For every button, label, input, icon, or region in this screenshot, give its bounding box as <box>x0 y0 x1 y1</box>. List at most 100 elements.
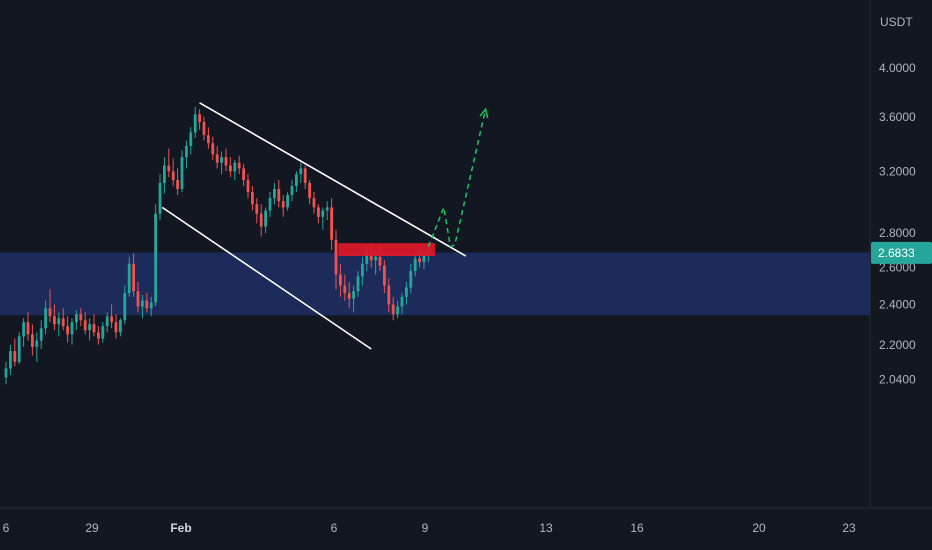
candle-body <box>387 285 391 305</box>
candle-body <box>339 274 342 286</box>
candle-body <box>31 334 34 347</box>
candle-body <box>215 154 219 163</box>
candle-body <box>237 162 241 169</box>
candle-body <box>114 322 118 333</box>
candle-body <box>13 351 17 362</box>
projection-arrowhead <box>479 107 489 119</box>
candle-body <box>418 258 421 263</box>
candle-body <box>119 320 122 333</box>
candle-body <box>101 326 105 339</box>
drawings-layer <box>161 102 489 350</box>
candle-body <box>39 328 43 341</box>
candle-body <box>347 293 351 299</box>
candle-body <box>145 300 149 309</box>
time-tick-label: Feb <box>170 521 191 535</box>
candle-body <box>299 168 303 175</box>
candle-body <box>317 207 320 217</box>
candle-body <box>277 189 281 202</box>
candle-body <box>66 326 69 335</box>
candle-body <box>154 213 157 303</box>
candle-body <box>202 121 206 136</box>
candle-body <box>356 276 360 292</box>
candle-body <box>53 316 56 325</box>
resistance-box <box>338 243 435 257</box>
price-tick-label: 2.0400 <box>879 373 916 387</box>
candle-body <box>242 168 245 181</box>
candle-body <box>383 265 386 286</box>
price-axis[interactable]: USDT 4.0000 3.6000 3.2000 2.8000 2.6000 2.400… <box>879 15 916 387</box>
candle-body <box>83 320 87 331</box>
price-tick-label: 2.6000 <box>879 260 916 274</box>
candle-body <box>352 291 355 299</box>
candle-body <box>334 239 338 275</box>
price-tick-label: 4.0000 <box>879 61 916 75</box>
candle-body <box>57 318 61 325</box>
candle-body <box>220 157 223 163</box>
time-tick-label: 29 <box>85 521 99 535</box>
candle-body <box>343 285 347 294</box>
current-price-badge-bg <box>871 241 932 264</box>
candle-body <box>229 165 232 172</box>
candle-body <box>136 291 140 307</box>
candle-body <box>391 304 395 315</box>
candle-body <box>290 186 294 196</box>
time-tick-label: 16 <box>630 521 644 535</box>
candle-body <box>396 306 399 315</box>
candle-body <box>70 322 74 335</box>
candle-body <box>308 183 311 199</box>
candle-body <box>361 263 364 277</box>
candle-body <box>163 165 166 184</box>
candle-body <box>9 351 12 369</box>
candle-body <box>233 162 237 172</box>
candle-body <box>273 189 276 199</box>
channel-upper-line <box>199 102 467 257</box>
price-tick-label: 2.2000 <box>879 338 916 352</box>
candle-body <box>97 332 100 339</box>
current-price-badge: 2.6833 <box>871 241 932 264</box>
price-tick-label: 3.6000 <box>879 110 916 124</box>
candle-body <box>281 201 285 208</box>
candle-body <box>325 207 329 211</box>
candle-body <box>48 308 52 317</box>
candle-body <box>79 314 83 321</box>
candle-body <box>330 207 333 240</box>
time-tick-label: 6 <box>331 521 338 535</box>
candle-body <box>321 210 325 217</box>
candle-body <box>303 168 307 184</box>
candle-body <box>110 316 113 323</box>
candle-body <box>193 114 197 133</box>
candle-body <box>171 171 175 181</box>
support-zone-layer <box>0 252 870 316</box>
candle-body <box>264 210 267 227</box>
candle-body <box>141 300 144 307</box>
candle-body <box>127 263 131 294</box>
candle-body <box>44 308 47 329</box>
candle-body <box>405 287 408 297</box>
candle-body <box>259 213 263 227</box>
candle-body <box>268 198 272 211</box>
candle-body <box>295 174 298 187</box>
candle-body <box>422 255 426 263</box>
price-tick-label: 2.8000 <box>879 226 916 240</box>
candle-body <box>198 114 201 122</box>
candle-body <box>26 322 30 335</box>
candle-body <box>400 296 404 307</box>
price-tick-label: 3.2000 <box>879 164 916 178</box>
candle-body <box>255 204 259 214</box>
time-tick-label: 6 <box>3 521 10 535</box>
candle-body <box>374 256 377 261</box>
time-tick-label: 13 <box>539 521 553 535</box>
time-axis[interactable]: 6 29 Feb 6 9 13 16 20 23 <box>3 521 856 535</box>
candle-body <box>413 258 417 272</box>
candle-body <box>365 253 369 264</box>
candle-body <box>251 192 254 205</box>
candle-body <box>312 198 316 208</box>
current-price-label: 2.6833 <box>878 246 915 260</box>
time-tick-label: 20 <box>752 521 766 535</box>
candle-body <box>286 195 289 208</box>
candle-body <box>88 324 91 331</box>
candle-body <box>224 157 228 166</box>
candle-body <box>75 314 78 323</box>
time-tick-label: 9 <box>422 521 429 535</box>
